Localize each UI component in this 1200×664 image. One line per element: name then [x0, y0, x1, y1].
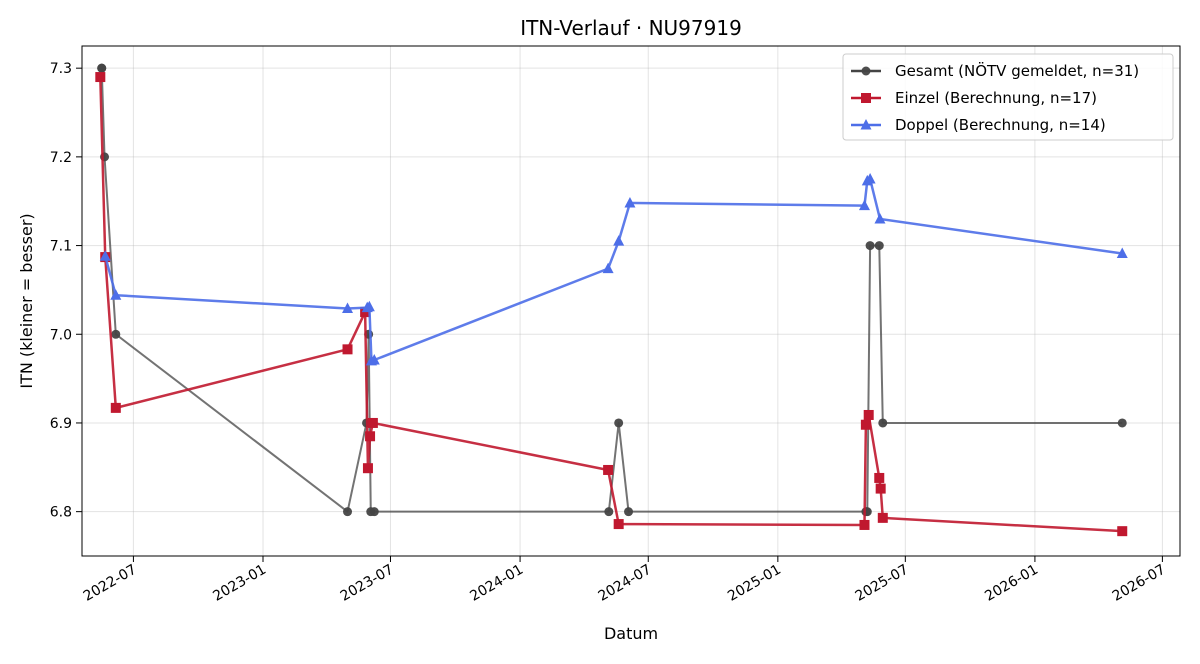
x-tick-label: 2023-07: [338, 562, 397, 605]
data-point-square: [365, 431, 376, 442]
data-point-triangle: [363, 300, 375, 312]
x-tick-label: 2024-01: [467, 562, 526, 605]
data-point-square: [362, 463, 373, 474]
data-point-square: [613, 519, 624, 530]
data-point-square: [874, 472, 885, 483]
series-line: [104, 177, 1123, 363]
legend: Gesamt (NÖTV gemeldet, n=31) Einzel (Bere…: [842, 53, 1174, 141]
data-point-circle: [343, 507, 353, 517]
x-tick-label: 2022-07: [81, 562, 140, 605]
y-tick-label: 6.8: [50, 505, 72, 521]
data-point-triangle: [99, 250, 111, 261]
data-point-square: [877, 512, 888, 523]
data-point-triangle: [858, 199, 870, 211]
series-triangle: [99, 173, 1128, 366]
data-point-circle: [604, 507, 614, 517]
x-axis-label: Datum: [604, 624, 658, 643]
data-point-triangle: [602, 262, 614, 274]
chart-title: ITN-Verlauf · NU97919: [520, 16, 742, 40]
data-point-square: [367, 417, 378, 428]
y-tick-label: 7.2: [50, 150, 72, 166]
data-point-circle: [111, 329, 121, 339]
x-tick-label: 2025-07: [853, 562, 912, 605]
plot-frame: [81, 45, 1181, 557]
data-point-square: [342, 344, 353, 355]
data-point-triangle: [874, 212, 886, 224]
x-tick-label: 2025-01: [725, 562, 784, 605]
data-point-square: [859, 519, 870, 530]
x-tick-label: 2026-07: [1110, 562, 1169, 605]
data-point-square: [95, 72, 106, 83]
x-tick-label: 2026-01: [982, 562, 1041, 605]
grid: [82, 46, 1180, 556]
data-point-square: [863, 409, 874, 420]
data-point-square: [110, 402, 121, 413]
legend-label: Einzel (Berechnung, n=17): [895, 89, 1097, 107]
data-point-triangle: [368, 353, 380, 365]
y-tick-label: 7.3: [50, 61, 72, 77]
y-tick-label: 7.0: [50, 327, 72, 343]
x-tick-label: 2023-01: [210, 562, 269, 605]
data-point-circle: [874, 241, 884, 251]
y-tick-label: 7.1: [50, 239, 72, 255]
data-point-triangle: [110, 289, 122, 300]
data-point-circle: [97, 63, 107, 73]
data-point-circle: [624, 507, 634, 517]
legend-item: Doppel (Berechnung, n=14): [851, 116, 1106, 134]
data-point-triangle: [864, 173, 876, 184]
data-point-circle: [369, 507, 379, 517]
legend-marker: [861, 93, 871, 103]
legend-label: Doppel (Berechnung, n=14): [895, 116, 1106, 134]
data-point-square: [1117, 526, 1128, 537]
data-point-triangle: [613, 235, 625, 246]
data-point-circle: [1117, 418, 1127, 428]
series-layer: [95, 63, 1128, 537]
data-point-circle: [865, 241, 875, 251]
legend-label: Gesamt (NÖTV gemeldet, n=31): [895, 61, 1139, 80]
x-tick-label: 2024-07: [596, 562, 655, 605]
legend-marker: [860, 119, 872, 130]
legend-item: Gesamt (NÖTV gemeldet, n=31): [851, 61, 1139, 80]
data-point-circle: [878, 418, 888, 428]
data-point-triangle: [1116, 247, 1128, 259]
legend-item: Einzel (Berechnung, n=17): [851, 89, 1097, 107]
legend-box: [842, 53, 1174, 141]
data-point-triangle: [342, 302, 354, 314]
y-tick-label: 6.9: [50, 416, 72, 432]
data-point-circle: [614, 418, 624, 428]
data-point-square: [860, 419, 871, 430]
data-point-square: [603, 464, 614, 475]
legend-marker: [861, 66, 871, 76]
data-point-triangle: [624, 196, 636, 208]
data-point-square: [875, 483, 886, 494]
y-axis-label: ITN (kleiner = besser): [17, 213, 36, 388]
